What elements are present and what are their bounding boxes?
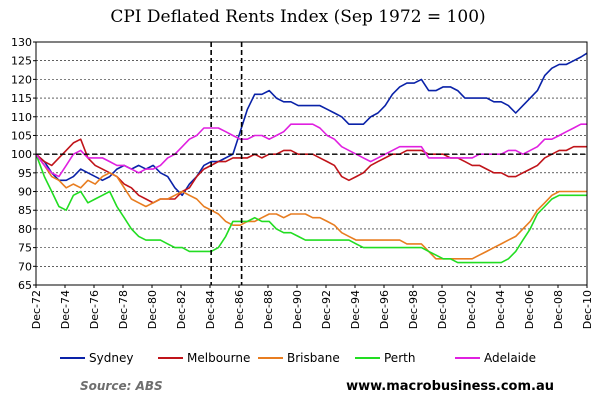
x-tick-label: Dec-76: [88, 290, 101, 329]
x-tick-label: Dec-82: [175, 290, 188, 329]
y-tick-label: 80: [18, 223, 32, 236]
x-tick-label: Dec-72: [30, 290, 43, 329]
legend-label-perth: Perth: [384, 351, 415, 365]
x-tick-label: Dec-84: [204, 290, 217, 329]
x-tick-label: Dec-06: [523, 290, 536, 329]
plot-area: [35, 41, 588, 286]
x-tick-label: Dec-88: [262, 290, 275, 329]
y-tick-label: 125: [11, 55, 32, 68]
x-tick-label: Dec-10: [581, 290, 594, 329]
legend-label-brisbane: Brisbane: [287, 351, 340, 365]
y-tick-label: 75: [18, 242, 32, 255]
x-tick-label: Dec-00: [436, 290, 449, 329]
series-line-perth: [35, 153, 587, 264]
y-tick-label: 115: [11, 92, 32, 105]
series-line-melbourne: [35, 138, 587, 204]
y-tick-label: 100: [11, 148, 32, 161]
legend-label-sydney: Sydney: [89, 351, 133, 365]
x-tick-label: Dec-78: [117, 290, 130, 329]
x-tick-label: Dec-94: [349, 290, 362, 329]
x-tick-label: Dec-80: [146, 290, 159, 329]
x-tick-label: Dec-96: [378, 290, 391, 329]
x-tick-label: Dec-98: [407, 290, 420, 329]
source-note: Source: ABS: [80, 379, 163, 393]
x-tick-label: Dec-04: [494, 290, 507, 329]
series-line-brisbane: [35, 153, 587, 260]
y-tick-label: 120: [11, 73, 32, 86]
y-tick-label: 130: [11, 36, 32, 49]
website-url: www.macrobusiness.com.au: [346, 379, 554, 394]
x-tick-label: Dec-74: [59, 290, 72, 329]
x-tick-label: Dec-08: [552, 290, 565, 329]
y-tick-label: 85: [18, 204, 32, 217]
y-tick-label: 70: [18, 260, 32, 273]
y-tick-label: 105: [11, 129, 32, 142]
x-tick-label: Dec-90: [291, 290, 304, 329]
y-tick-label: 110: [11, 111, 32, 124]
y-tick-label: 65: [18, 279, 32, 292]
chart-title: CPI Deflated Rents Index (Sep 1972 = 100…: [110, 7, 485, 27]
x-tick-label: Dec-02: [465, 290, 478, 329]
y-tick-label: 90: [18, 186, 32, 199]
legend-label-melbourne: Melbourne: [187, 351, 250, 365]
legend-label-adelaide: Adelaide: [484, 351, 536, 365]
x-tick-label: Dec-92: [320, 290, 333, 329]
y-tick-label: 95: [18, 167, 32, 180]
x-tick-label: Dec-86: [233, 290, 246, 329]
